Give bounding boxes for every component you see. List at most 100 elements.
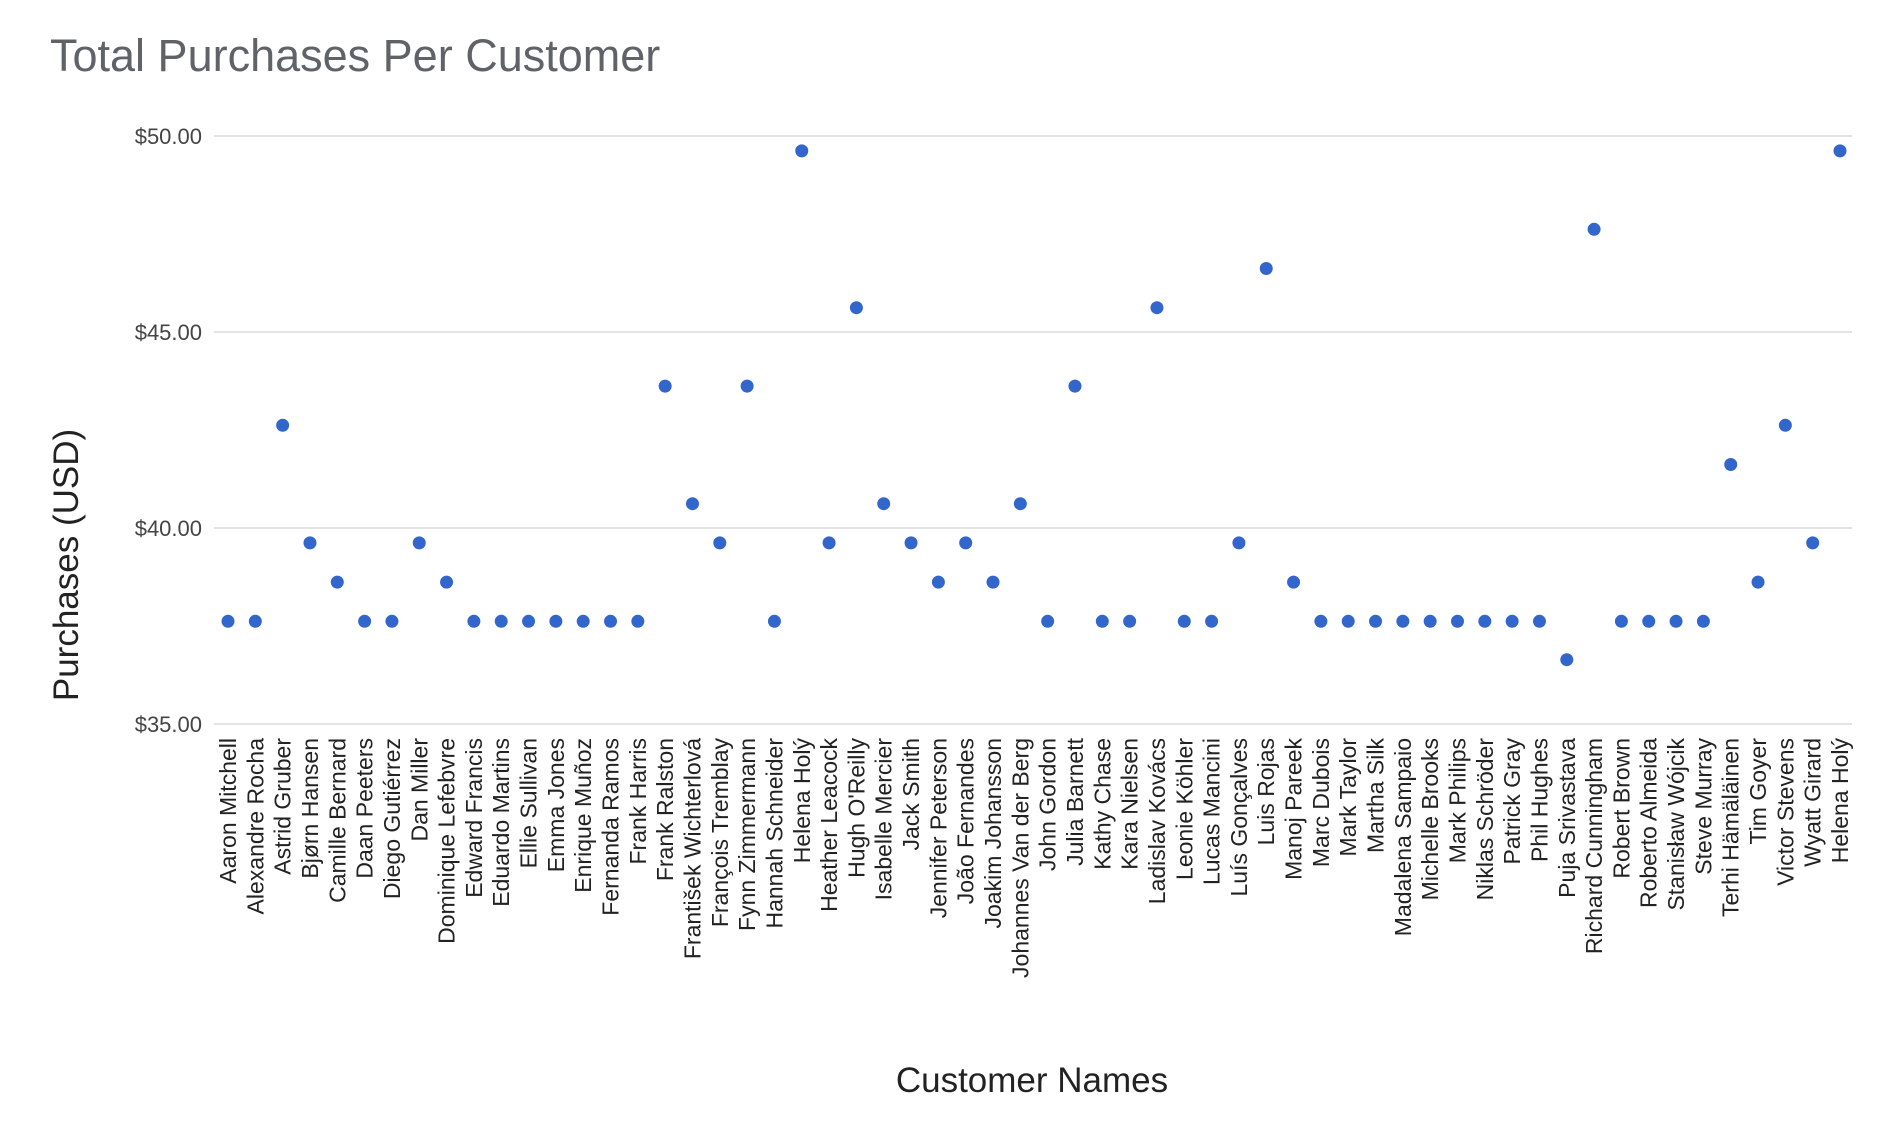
x-tick-label: Alexandre Rocha bbox=[242, 738, 268, 915]
x-tick-label: Puja Srivastava bbox=[1554, 738, 1580, 898]
data-point bbox=[1150, 301, 1164, 315]
x-tick-label: Enrique Muñoz bbox=[570, 738, 596, 893]
data-point bbox=[1287, 575, 1301, 589]
data-point bbox=[1724, 457, 1738, 471]
data-point bbox=[549, 614, 563, 628]
data-point bbox=[303, 536, 317, 550]
x-tick-label: Robert Brown bbox=[1608, 738, 1634, 879]
x-tick-label: Martha Silk bbox=[1363, 738, 1389, 854]
x-tick-label: Emma Jones bbox=[543, 738, 569, 872]
data-point bbox=[385, 614, 399, 628]
y-axis-title: Purchases (USD) bbox=[47, 429, 86, 701]
x-tick-label: Joakim Johansson bbox=[980, 738, 1006, 929]
x-tick-label: Ellie Sullivan bbox=[516, 738, 542, 868]
x-tick-label: Eduardo Martins bbox=[488, 738, 514, 907]
y-tick-label: $40.00 bbox=[135, 516, 202, 541]
x-tick-label: Jennifer Peterson bbox=[925, 738, 951, 918]
data-point bbox=[1232, 536, 1246, 550]
x-tick-label: Mark Philips bbox=[1444, 738, 1470, 863]
data-point bbox=[1369, 614, 1383, 628]
x-tick-label: Luis Rojas bbox=[1253, 738, 1279, 845]
x-tick-label: Ladislav Kovács bbox=[1144, 738, 1170, 904]
data-point bbox=[959, 536, 973, 550]
data-point bbox=[276, 418, 290, 432]
data-point bbox=[330, 575, 344, 589]
data-point bbox=[576, 614, 590, 628]
data-point bbox=[1041, 614, 1055, 628]
x-axis-category-labels: Aaron Mitchell Alexandre Rocha Astrid Grub… bbox=[215, 737, 1853, 978]
data-point bbox=[1833, 144, 1847, 158]
data-point bbox=[877, 497, 891, 511]
x-tick-label: Isabelle Mercier bbox=[871, 738, 897, 901]
x-tick-label: Diego Gutiérrez bbox=[379, 738, 405, 899]
x-tick-label: Johannes Van der Berg bbox=[1007, 738, 1033, 978]
x-tick-label: František Wichterlová bbox=[679, 738, 705, 959]
data-point bbox=[494, 614, 508, 628]
x-tick-label: Aaron Mitchell bbox=[215, 738, 241, 884]
x-tick-label: Niklas Schröder bbox=[1472, 738, 1498, 901]
x-tick-label: Dan Miller bbox=[406, 738, 432, 842]
gridlines bbox=[214, 135, 1852, 725]
data-point bbox=[1696, 614, 1710, 628]
x-tick-label: Patrick Gray bbox=[1499, 738, 1525, 865]
x-tick-label: Marc Dubois bbox=[1308, 738, 1334, 867]
x-tick-label: Stanisław Wójcik bbox=[1663, 738, 1689, 911]
x-tick-label: Madalena Sampaio bbox=[1390, 738, 1416, 936]
x-axis-title: Customer Names bbox=[896, 1061, 1168, 1100]
x-tick-label: Frank Ralston bbox=[652, 738, 678, 881]
data-point bbox=[1669, 614, 1683, 628]
data-point bbox=[767, 614, 781, 628]
data-point bbox=[221, 614, 235, 628]
x-tick-label: Phil Hughes bbox=[1526, 738, 1552, 862]
x-tick-label: Fernanda Ramos bbox=[598, 738, 624, 916]
x-tick-label: Manoj Pareek bbox=[1281, 738, 1307, 880]
data-point bbox=[849, 301, 863, 315]
data-point bbox=[822, 536, 836, 550]
data-point bbox=[685, 497, 699, 511]
x-tick-label: Richard Cunningham bbox=[1581, 738, 1607, 954]
data-point bbox=[1751, 575, 1765, 589]
x-tick-label: Kara Nielsen bbox=[1117, 738, 1143, 870]
data-point bbox=[713, 536, 727, 550]
x-tick-label: Kathy Chase bbox=[1089, 738, 1115, 870]
data-point bbox=[1423, 614, 1437, 628]
x-tick-label: Roberto Almeida bbox=[1636, 738, 1662, 908]
data-points bbox=[221, 144, 1847, 667]
x-tick-label: João Fernandes bbox=[953, 738, 979, 904]
data-point bbox=[467, 614, 481, 628]
data-point bbox=[631, 614, 645, 628]
x-tick-label: Hannah Schneider bbox=[761, 738, 787, 929]
data-point bbox=[1314, 614, 1328, 628]
x-tick-label: Leonie Köhler bbox=[1171, 738, 1197, 880]
data-point bbox=[412, 536, 426, 550]
data-point bbox=[1396, 614, 1410, 628]
x-tick-label: Helena Holý bbox=[1827, 738, 1853, 864]
x-tick-label: Steve Murray bbox=[1690, 738, 1716, 875]
data-point bbox=[1123, 614, 1137, 628]
data-point bbox=[248, 614, 262, 628]
x-tick-label: Victor Stevens bbox=[1772, 738, 1798, 886]
y-tick-label: $50.00 bbox=[135, 124, 202, 149]
x-tick-label: Bjørn Hansen bbox=[297, 738, 323, 879]
data-point bbox=[1205, 614, 1219, 628]
data-point bbox=[986, 575, 1000, 589]
data-point bbox=[1068, 379, 1082, 393]
data-point bbox=[1778, 418, 1792, 432]
x-tick-label: Astrid Gruber bbox=[270, 738, 296, 875]
data-point bbox=[1505, 614, 1519, 628]
x-tick-label: Hugh O'Reilly bbox=[843, 738, 869, 878]
data-point bbox=[1341, 614, 1355, 628]
x-tick-label: Frank Harris bbox=[625, 738, 651, 865]
data-point bbox=[440, 575, 454, 589]
data-point bbox=[358, 614, 372, 628]
x-tick-label: Daan Peeters bbox=[352, 738, 378, 879]
data-point bbox=[658, 379, 672, 393]
data-point bbox=[1532, 614, 1546, 628]
data-point bbox=[1013, 497, 1027, 511]
x-tick-label: Julia Barnett bbox=[1062, 737, 1088, 865]
data-point bbox=[1095, 614, 1109, 628]
data-point bbox=[904, 536, 918, 550]
x-tick-label: Dominique Lefebvre bbox=[434, 738, 460, 944]
